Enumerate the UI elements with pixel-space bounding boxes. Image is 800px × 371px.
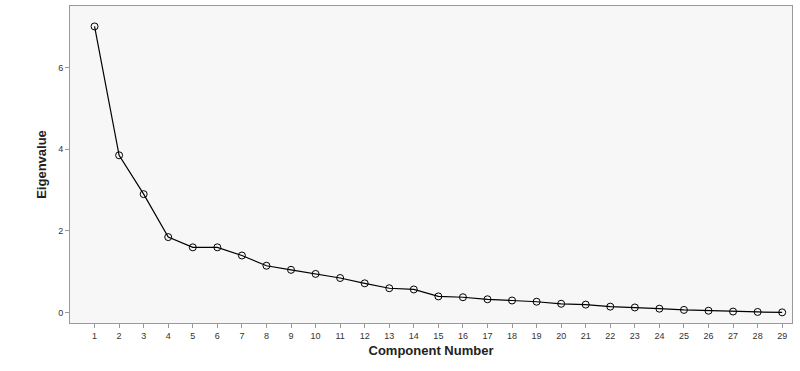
svg-text:2: 2 [117,331,122,341]
svg-text:16: 16 [458,331,468,341]
svg-text:1: 1 [92,331,97,341]
svg-text:6: 6 [215,331,220,341]
svg-text:15: 15 [433,331,443,341]
svg-text:Eigenvalue: Eigenvalue [34,130,49,199]
svg-text:7: 7 [239,331,244,341]
svg-text:13: 13 [384,331,394,341]
svg-text:14: 14 [409,331,419,341]
svg-text:24: 24 [654,331,664,341]
svg-text:9: 9 [289,331,294,341]
svg-text:Component Number: Component Number [369,343,494,358]
svg-text:23: 23 [630,331,640,341]
svg-text:22: 22 [605,331,615,341]
svg-text:11: 11 [335,331,344,341]
svg-text:28: 28 [753,331,763,341]
svg-text:5: 5 [190,331,195,341]
svg-text:3: 3 [141,331,146,341]
svg-text:25: 25 [679,331,689,341]
svg-text:18: 18 [507,331,517,341]
svg-text:26: 26 [703,331,713,341]
svg-text:12: 12 [360,331,370,341]
svg-text:8: 8 [264,331,269,341]
svg-text:10: 10 [311,331,321,341]
svg-text:4: 4 [58,144,63,154]
svg-text:4: 4 [166,331,171,341]
svg-text:20: 20 [556,331,566,341]
svg-text:0: 0 [58,308,63,318]
svg-text:17: 17 [482,331,492,341]
svg-text:19: 19 [532,331,542,341]
svg-text:21: 21 [581,331,591,341]
svg-text:2: 2 [58,226,63,236]
svg-text:27: 27 [728,331,738,341]
svg-text:6: 6 [58,63,63,73]
svg-text:29: 29 [777,331,787,341]
